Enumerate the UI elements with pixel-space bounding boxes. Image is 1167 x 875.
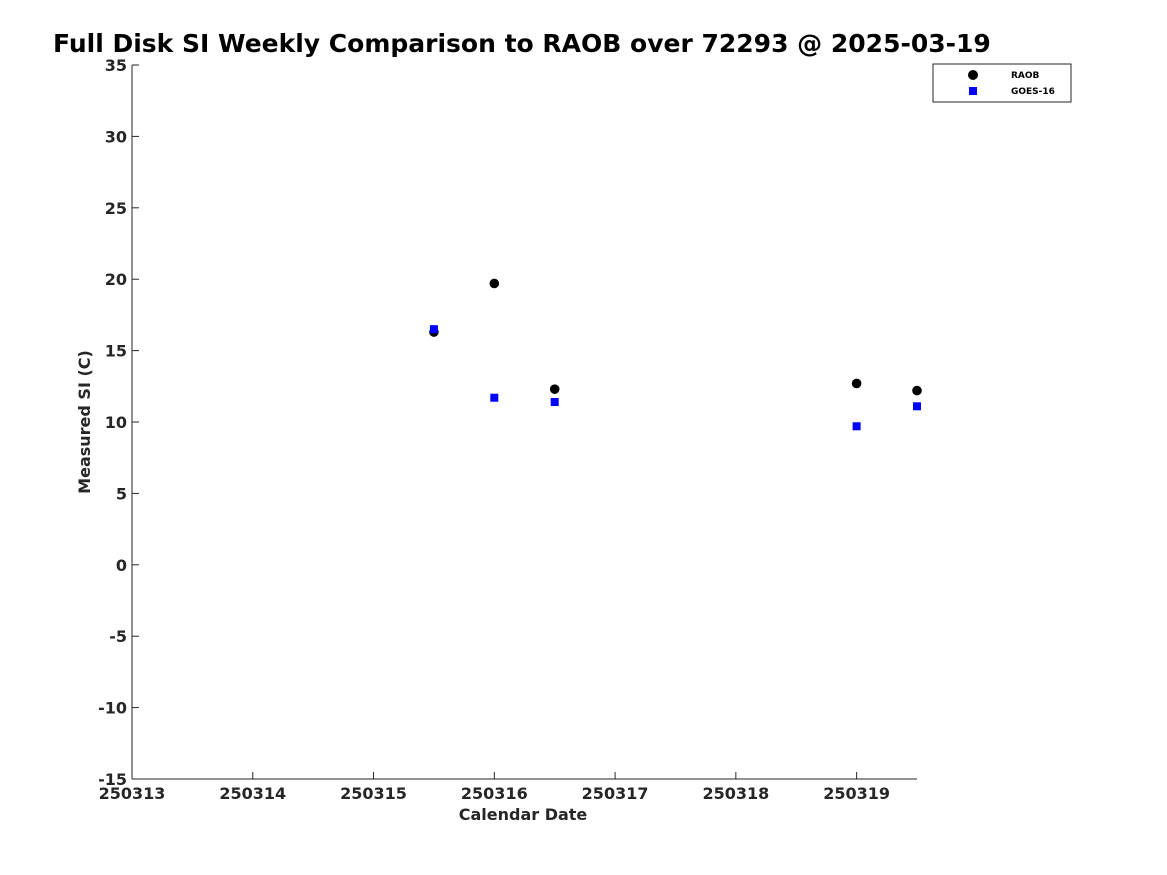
x-tick-label: 250313 — [99, 784, 166, 803]
x-axis-label: Calendar Date — [459, 805, 588, 824]
x-ticks: 250313 250314 250315 250316 250317 250318 2503… — [99, 772, 890, 803]
chart-title: Full Disk SI Weekly Comparison to RAOB o… — [53, 29, 991, 58]
y-tick-label: 15 — [105, 342, 127, 361]
x-tick-label: 250316 — [461, 784, 528, 803]
legend-marker-goes-16 — [969, 87, 977, 95]
goes-16-point — [429, 325, 438, 334]
plot-axes — [131, 65, 917, 780]
raob-point — [912, 385, 922, 396]
y-ticks: -15 -10 -5 0 5 10 15 20 25 30 35 — [98, 56, 139, 789]
raob-point — [851, 378, 862, 389]
legend-box — [932, 63, 1072, 103]
x-tick-label: 250317 — [582, 784, 649, 803]
y-tick-label: -5 — [109, 627, 127, 646]
data-points — [429, 278, 922, 431]
raob-point — [549, 384, 560, 394]
x-tick-label: 250315 — [340, 784, 407, 803]
legend-marker-raob — [968, 70, 978, 80]
y-tick-label: 30 — [105, 127, 127, 146]
legend-label-goes-16: GOES-16 — [1011, 87, 1055, 97]
y-tick-label: 20 — [105, 270, 127, 289]
x-tick-label: 250318 — [702, 784, 769, 803]
y-tick-label: -15 — [98, 770, 127, 789]
y-tick-label: 25 — [105, 199, 127, 218]
y-tick-label: 35 — [105, 56, 127, 75]
y-tick-label: 0 — [116, 556, 127, 575]
legend-label-raob: RAOB — [1011, 71, 1040, 81]
legend: RAOB GOES-16 — [932, 63, 1072, 103]
y-tick-label: -10 — [98, 699, 127, 718]
y-tick-label: 10 — [105, 413, 127, 432]
goes-16-point — [852, 422, 861, 431]
y-tick-label: 5 — [116, 484, 127, 503]
goes-16-point — [550, 398, 559, 407]
x-tick-label: 250319 — [823, 784, 890, 803]
goes-16-point — [913, 402, 921, 411]
raob-point — [489, 278, 500, 289]
goes-16-point — [490, 393, 499, 402]
y-axis-label: Measured SI (C) — [75, 350, 94, 494]
x-tick-label: 250314 — [219, 784, 286, 803]
